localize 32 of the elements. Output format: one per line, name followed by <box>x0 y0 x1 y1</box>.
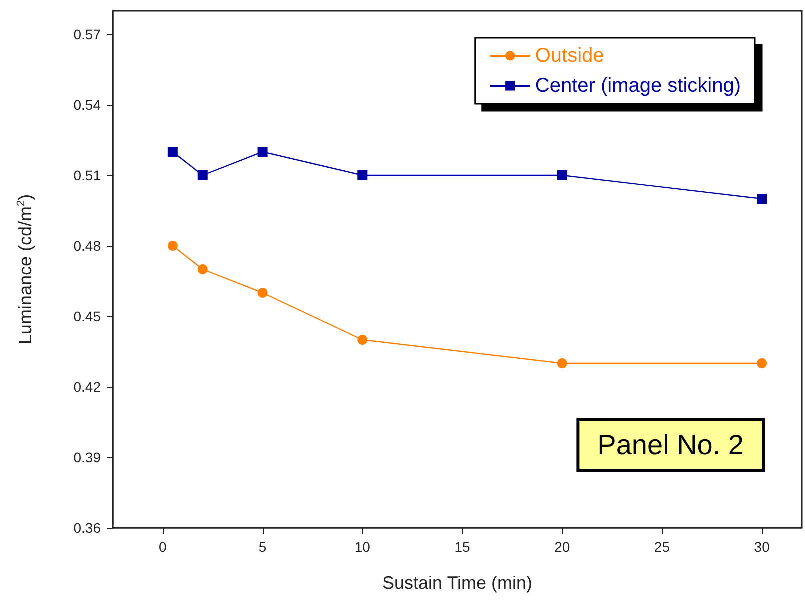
x-tick-label: 30 <box>754 539 770 555</box>
y-tick-label: 0.42 <box>74 379 102 395</box>
point <box>258 147 268 157</box>
y-tick-label: 0.57 <box>74 26 102 42</box>
x-axis-title: Sustain Time (min) <box>382 573 533 593</box>
point <box>168 241 178 251</box>
point <box>198 170 208 180</box>
legend-label: Outside <box>535 45 604 67</box>
y-axis-title: Luminance (cd/m2) <box>16 194 36 345</box>
y-tick-label: 0.54 <box>74 97 102 113</box>
legend-label: Center (image sticking) <box>535 75 741 97</box>
x-tick-label: 5 <box>258 539 267 555</box>
x-tick-label: 25 <box>654 539 670 555</box>
x-tick-label: 20 <box>554 539 570 555</box>
annotation: Panel No. 2 <box>598 430 744 460</box>
point <box>358 170 368 180</box>
point <box>198 264 208 274</box>
point <box>358 335 368 345</box>
x-tick-label: 10 <box>354 539 371 555</box>
point <box>557 170 568 180</box>
x-tick-label: 0 <box>159 539 168 555</box>
point <box>557 358 568 368</box>
y-tick-label: 0.39 <box>74 450 102 466</box>
x-tick-label: 15 <box>454 539 470 555</box>
y-tick-label: 0.51 <box>74 168 102 184</box>
y-tick-label: 0.36 <box>74 520 102 536</box>
y-tick-label: 0.48 <box>74 238 102 254</box>
point <box>258 288 268 298</box>
point <box>757 358 768 368</box>
y-tick-label: 0.45 <box>74 308 102 324</box>
point <box>168 147 178 157</box>
point <box>757 194 768 204</box>
